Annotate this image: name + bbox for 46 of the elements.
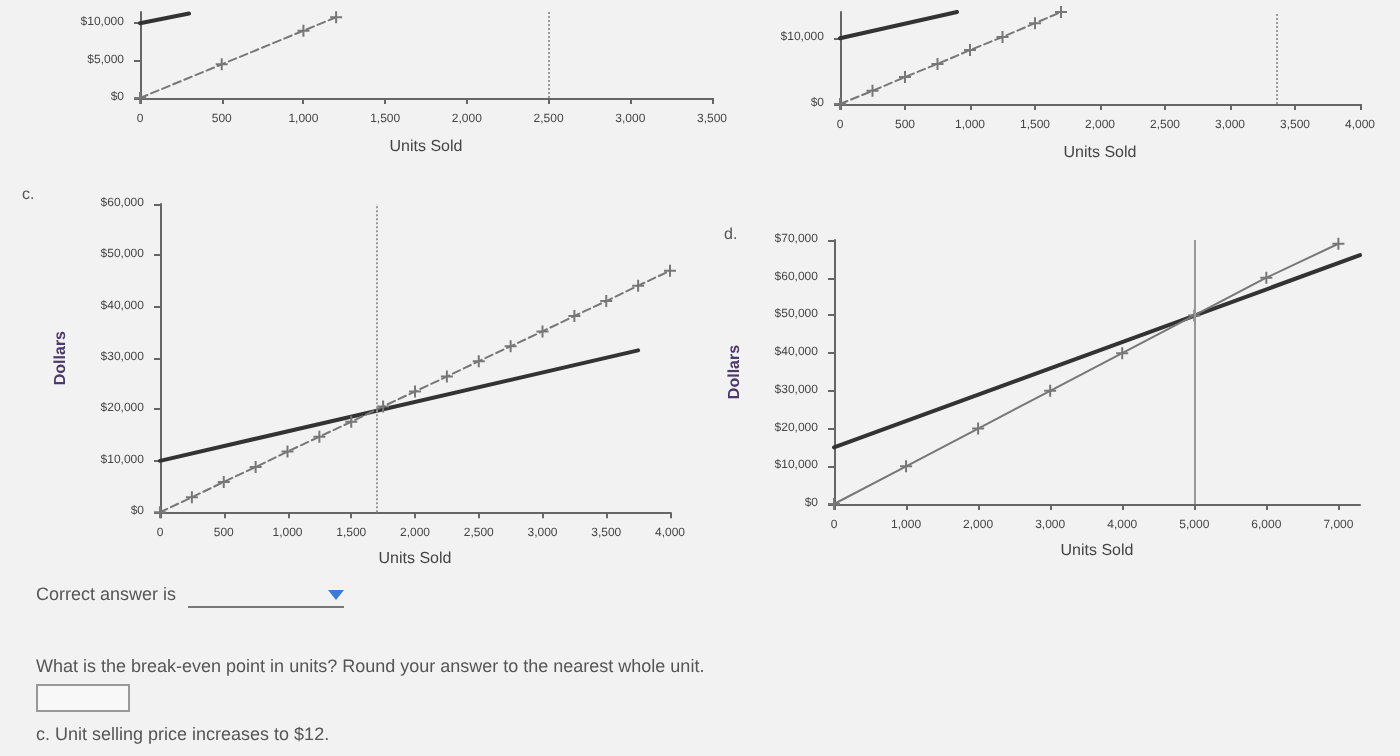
point <box>344 414 359 429</box>
point <box>312 429 327 444</box>
point <box>898 70 912 85</box>
point <box>248 460 263 474</box>
point <box>1259 270 1274 285</box>
point <box>963 43 977 58</box>
text: Correct answer is <box>36 584 177 604</box>
x-axis-title: Units Sold <box>378 549 452 567</box>
point <box>296 23 311 38</box>
point <box>216 474 231 489</box>
chart-title: d. <box>724 225 738 243</box>
text: c. <box>22 185 35 203</box>
text: c. Unit selling price increases to $12. <box>36 724 330 744</box>
point <box>995 29 1010 44</box>
point <box>214 57 229 72</box>
point <box>865 83 880 98</box>
point <box>833 97 847 111</box>
point <box>930 56 945 71</box>
point <box>503 339 518 354</box>
point <box>329 10 344 25</box>
point <box>631 278 646 293</box>
point <box>1043 383 1058 398</box>
point <box>280 444 295 459</box>
point <box>1028 16 1042 31</box>
y-axis-title: Dollars <box>51 329 69 386</box>
x-axis-title: Units Sold <box>389 137 463 155</box>
point <box>376 399 391 414</box>
point <box>535 324 550 339</box>
point <box>1115 346 1130 361</box>
point <box>1054 5 1068 19</box>
point <box>439 369 454 384</box>
point <box>663 263 677 278</box>
point <box>971 421 986 436</box>
x-axis-title: Units Sold <box>1063 143 1137 161</box>
point <box>599 294 614 309</box>
x-axis-title: Units Sold <box>1060 540 1134 559</box>
point <box>567 308 582 323</box>
point <box>133 91 147 105</box>
point <box>1187 308 1202 323</box>
point <box>471 354 486 369</box>
point <box>153 505 167 520</box>
point <box>408 384 422 399</box>
point <box>899 459 914 474</box>
y-axis-title: Dollars <box>725 343 743 400</box>
text: What is the break-even point in units? Round your answer to the nearest whole unit. <box>36 656 705 676</box>
point <box>184 490 199 505</box>
